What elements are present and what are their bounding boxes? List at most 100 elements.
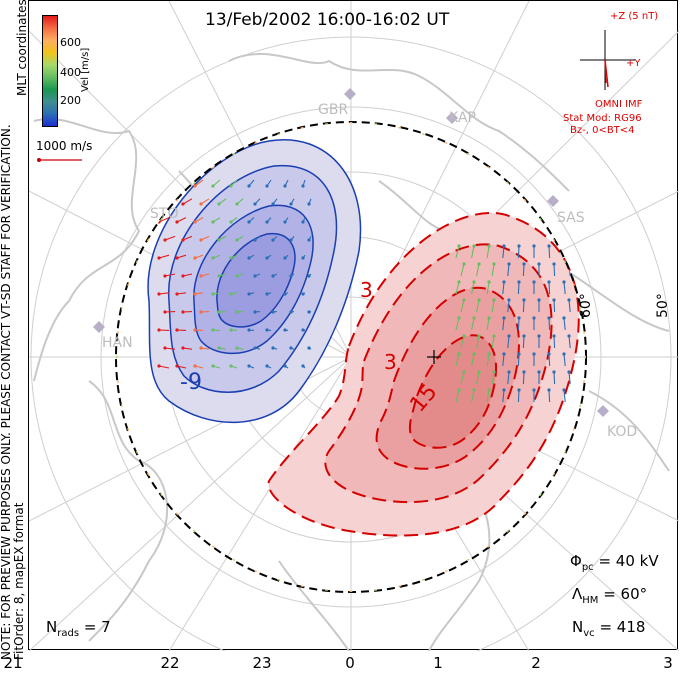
velocity-vector-origin [507,298,511,302]
velocity-vector-origin [265,328,269,332]
velocity-vector-origin [307,238,311,242]
velocity-vector-origin [157,256,161,260]
velocity-vector-origin [537,370,541,374]
velocity-vector [522,335,525,349]
land-outlines [33,52,670,652]
velocity-vector-origin [157,292,161,296]
velocity-vector [460,299,465,313]
velocity-vector-origin [502,244,506,248]
boundary-vector [349,122,353,124]
velocity-vector [164,235,176,241]
velocity-vector-origin [507,370,511,374]
velocity-vector [548,389,551,403]
velocity-vector [502,245,505,259]
station-label-han: HAN [102,335,133,351]
velocity-vector-origin [492,334,496,338]
velocity-vector-origin [289,274,293,278]
velocity-vector-origin [175,184,179,188]
velocity-vector-origin [567,298,571,302]
velocity-vector [517,317,520,331]
positive-cell [267,211,580,537]
velocity-vector-origin [457,316,461,320]
velocity-vector-origin [157,184,161,188]
velocity-vector-origin [487,388,491,392]
note-line-2: FitOrder: 8, mapEX format [12,502,26,660]
colorbar-tick-200: 200 [60,94,81,107]
velocity-vector-origin [537,334,541,338]
velocity-vector-origin [199,202,203,206]
velocity-vector [455,317,460,331]
boundary-vector [445,140,449,144]
velocity-vector-origin [502,316,506,320]
boundary-vector [583,380,586,384]
boundary-vector [211,165,215,169]
velocity-vector-origin [247,220,251,224]
velocity-vector [164,198,176,205]
boundary-vector [422,132,426,135]
stat-phi-sub: pc [581,562,594,573]
velocity-vector-origin [307,346,311,350]
velocity-vector-origin [487,352,491,356]
velocity-vector [164,273,176,277]
contour-label-3a: 3 [360,278,373,302]
velocity-vector-origin [265,220,269,224]
velocity-vector-origin [532,352,536,356]
map-frame [28,0,680,674]
velocity-vector-origin [265,292,269,296]
velocity-vector-origin [283,292,287,296]
velocity-vector-origin [477,298,481,302]
velocity-vector-origin [289,310,293,314]
station-label-kap: KAP [449,110,476,126]
velocity-vector-origin [517,352,521,356]
velocity-vector-origin [283,364,287,368]
velocity-vector-origin [547,244,551,248]
velocity-vector [522,371,525,385]
velocity-vector-origin [229,364,233,368]
velocity-vector [486,281,490,295]
stat-nrads-symbol: N [46,618,58,636]
velocity-vector-origin [247,184,251,188]
velocity-vector-origin [517,244,521,248]
velocity-vector [563,281,566,295]
velocity-vector-origin [562,280,566,284]
velocity-vector-origin [552,262,556,266]
notes: NOTE: FOR PREVIEW PURPOSES ONLY. PLEASE … [0,124,26,660]
velocity-vector-origin [211,220,215,224]
velocity-vector-origin [517,280,521,284]
stat-nrads-value: = 7 [83,618,111,636]
velocity-vector-origin [517,316,521,320]
velocity-vector-origin [193,184,197,188]
boundary-vector [232,559,235,562]
velocity-vector [158,292,170,295]
velocity-vector-origin [265,184,269,188]
velocity-vector-origin [193,292,197,296]
velocity-vector-origin [502,280,506,284]
velocity-vector-origin [462,370,466,374]
velocity-vector [455,281,460,295]
time-tick-22: 22 [160,654,180,672]
velocity-vector-origin [283,328,287,332]
velocity-vector-origin [229,184,233,188]
velocity-vector-origin [193,328,197,332]
station-label-kod: KOD [607,424,638,440]
scale-vector-label: 1000 m/s [36,139,93,153]
velocity-vector-origin [547,388,551,392]
velocity-vector-origin [472,352,476,356]
velocity-vector-origin [199,310,203,314]
colorbar-tick-400: 400 [60,66,81,79]
map-title: 13/Feb/2002 16:00-16:02 UT [205,10,450,30]
velocity-vector-origin [472,244,476,248]
time-tick-0: 0 [345,654,355,672]
boundary-vector [116,380,119,384]
velocity-vector-origin [211,364,215,368]
velocity-vector-origin [562,316,566,320]
velocity-vector [491,335,495,349]
velocity-vector [548,353,551,367]
velocity-vector-origin [217,202,221,206]
velocity-vector-origin [492,262,496,266]
velocity-vector-origin [163,238,167,242]
stat-nrads: Nrads = 7 [46,618,111,639]
velocity-vector-origin [217,238,221,242]
velocity-vector [182,198,193,205]
velocity-vector-origin [567,370,571,374]
